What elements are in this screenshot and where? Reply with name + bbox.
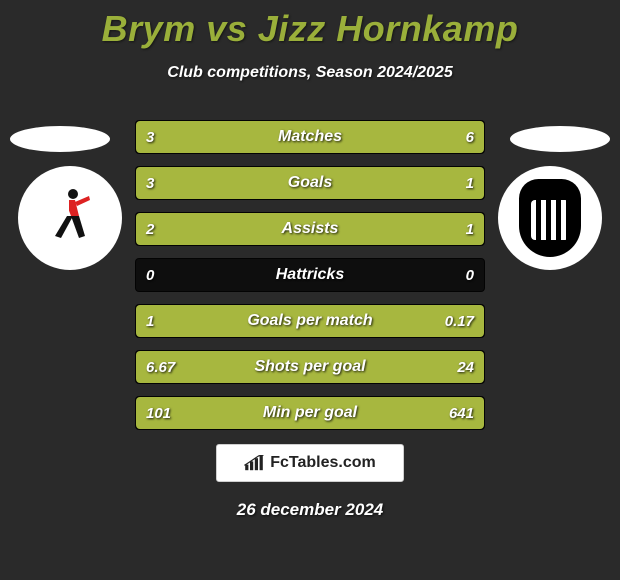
stat-value-left: 3 [136, 167, 164, 199]
stat-value-left: 0 [136, 259, 164, 291]
stat-value-right: 24 [447, 351, 484, 383]
stat-row: Assists2 1 [135, 212, 485, 246]
stat-row: Matches3 6 [135, 120, 485, 154]
stat-value-left: 2 [136, 213, 164, 245]
heracles-stripes-icon [531, 200, 569, 240]
stat-label: Assists [136, 213, 484, 245]
page-title: Brym vs Jizz Hornkamp [0, 0, 620, 50]
brand-text: FcTables.com [270, 454, 376, 472]
stat-value-left: 101 [136, 397, 181, 429]
accent-ellipse-right [510, 126, 610, 152]
stat-value-left: 1 [136, 305, 164, 337]
footer-date: 26 december 2024 [0, 500, 620, 520]
stat-label: Shots per goal [136, 351, 484, 383]
stat-value-left: 6.67 [136, 351, 185, 383]
stat-value-right: 1 [456, 213, 484, 245]
stat-row: Min per goal101 641 [135, 396, 485, 430]
club-crest-left [18, 166, 122, 270]
brand-badge: FcTables.com [216, 444, 404, 482]
stat-label: Goals [136, 167, 484, 199]
bar-chart-icon [244, 455, 264, 471]
stat-value-right: 1 [456, 167, 484, 199]
accent-ellipse-left [10, 126, 110, 152]
stat-row: Shots per goal6.67 24 [135, 350, 485, 384]
page-subtitle: Club competitions, Season 2024/2025 [0, 64, 620, 82]
sparta-crest-icon [25, 173, 115, 263]
stat-value-right: 0 [456, 259, 484, 291]
stat-row: Goals per match1 0.17 [135, 304, 485, 338]
stat-value-right: 6 [456, 121, 484, 153]
stat-row: Hattricks0 0 [135, 258, 485, 292]
stat-label: Goals per match [136, 305, 484, 337]
stat-value-left: 3 [136, 121, 164, 153]
stat-row: Goals3 1 [135, 166, 485, 200]
club-crest-right [498, 166, 602, 270]
stat-label: Hattricks [136, 259, 484, 291]
stat-value-right: 641 [439, 397, 484, 429]
stat-label: Min per goal [136, 397, 484, 429]
stat-value-right: 0.17 [435, 305, 484, 337]
runner-icon [45, 186, 95, 246]
comparison-bars: Matches36Goals31Assists21Hattricks00Goal… [135, 120, 485, 442]
stat-label: Matches [136, 121, 484, 153]
